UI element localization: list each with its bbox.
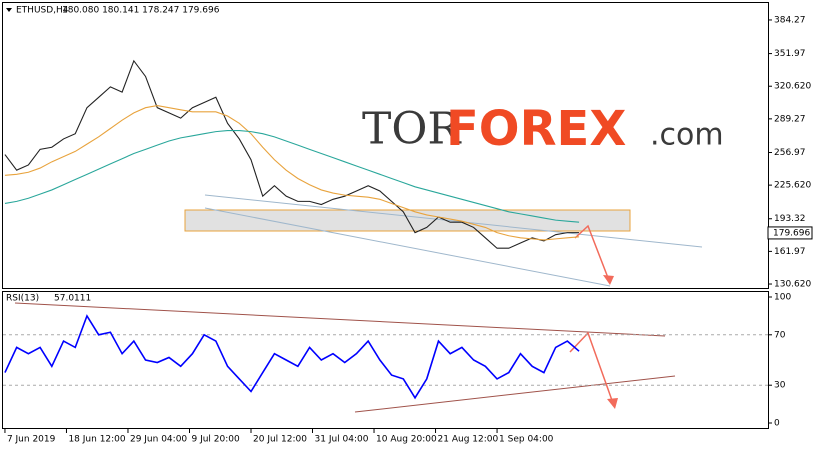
symbol: ETHUSD,H4: [16, 6, 69, 16]
quote: 180.080 180.141 178.247 179.696: [62, 6, 220, 16]
x-tick-label: 7 Jun 2019: [7, 435, 56, 445]
rsi-forecast-arrow: [569, 331, 615, 407]
forecast-arrow: [574, 224, 611, 284]
y-tick-label: 130.620: [774, 280, 811, 290]
x-tick-label: 29 Jun 04:00: [130, 435, 187, 445]
y-tick-label: 161.97: [774, 247, 806, 257]
x-tick-label: 10 Aug 20:00: [376, 435, 437, 445]
channel-lower: [204, 207, 611, 287]
logo-main: FOREX: [446, 101, 626, 157]
y-tick-label: 193.32: [774, 214, 806, 224]
series-line: [4, 59, 580, 249]
last-price-label: 179.696: [773, 228, 810, 238]
y-tick-label: 289.27: [774, 114, 806, 124]
y-tick-label: 30: [774, 381, 786, 391]
rsi-trend-upper: [14, 302, 666, 337]
channel-upper: [204, 194, 703, 248]
x-tick-label: 18 Jun 12:00: [68, 435, 125, 445]
y-tick-label: 256.97: [774, 148, 806, 158]
x-tick-label: 1 Sep 04:00: [499, 435, 554, 445]
y-tick-label: 351.97: [774, 49, 806, 59]
arrow-head: [607, 398, 618, 409]
x-tick-label: 31 Jul 04:00: [315, 435, 369, 445]
arrow-head: [603, 275, 614, 285]
logo-suffix: .com: [650, 118, 724, 153]
y-tick-label: 0: [774, 419, 780, 429]
price-panel: [2, 2, 769, 289]
rsi-trend-lower: [354, 375, 676, 413]
x-tick-label: 9 Jul 20:00: [191, 435, 240, 445]
series-line: [4, 314, 580, 400]
y-tick-label: 320.620: [774, 82, 811, 92]
y-tick-label: 100: [774, 293, 791, 303]
rsi-title: RSI(13): [6, 294, 39, 304]
y-tick-label: 70: [774, 330, 786, 340]
x-tick-label: 20 Jul 12:00: [253, 435, 307, 445]
menu-triangle: [6, 8, 12, 12]
rsi-panel: [2, 291, 769, 429]
series-line: [4, 130, 580, 223]
series-line: [4, 105, 580, 241]
logo-left: TOR: [362, 104, 462, 155]
rsi-value: 57.0111: [54, 294, 91, 304]
y-tick-label: 384.27: [774, 15, 806, 25]
last-price-box: [767, 226, 813, 240]
y-tick-label: 225.620: [774, 181, 811, 191]
x-tick-label: 21 Aug 12:00: [438, 435, 499, 445]
